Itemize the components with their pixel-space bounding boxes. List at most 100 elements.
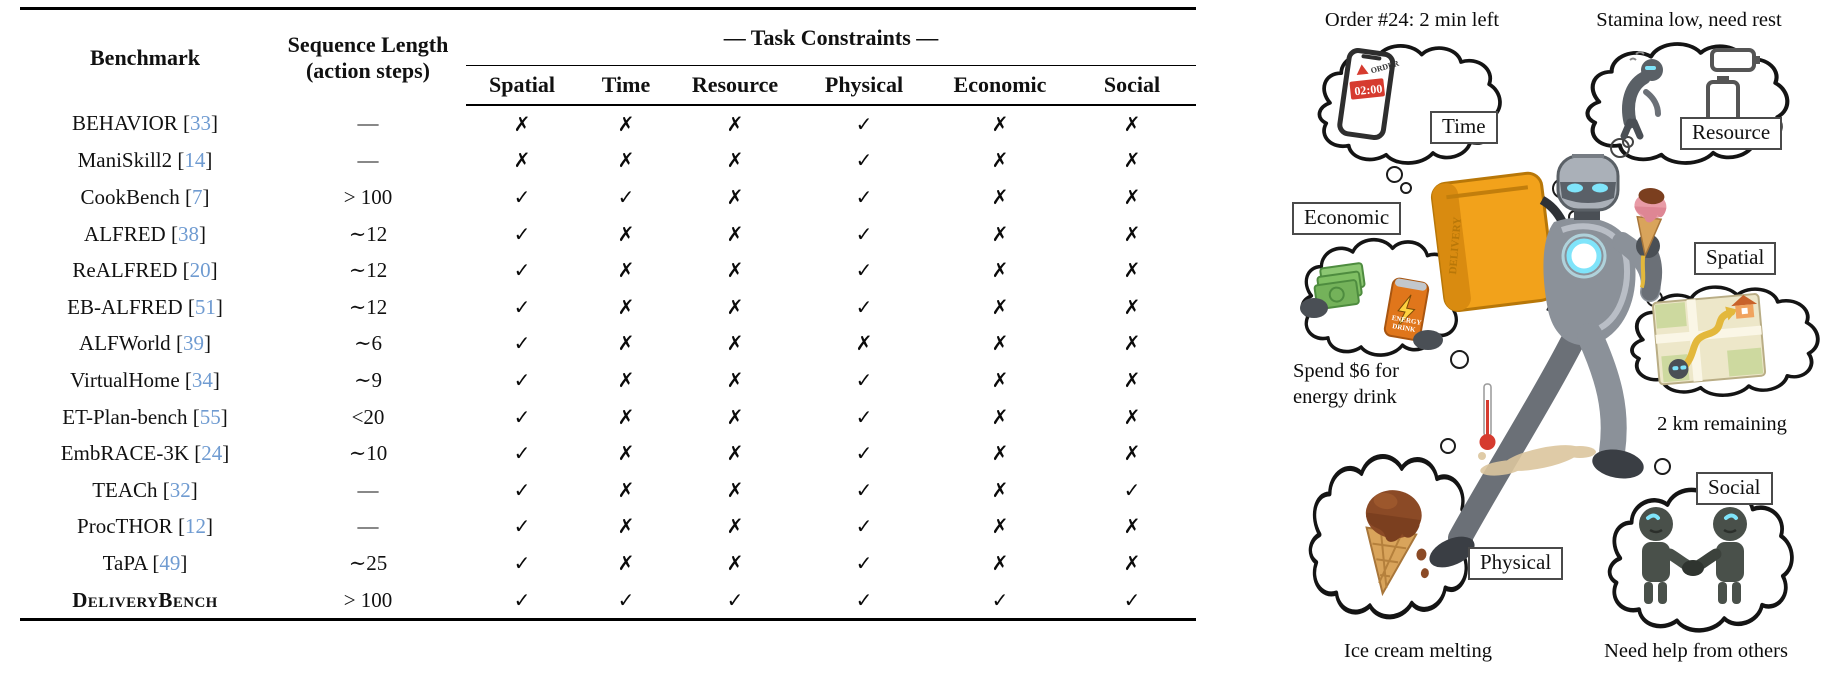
sequence-length-cell: — [357, 111, 379, 136]
constraint-cell: ✗ [578, 289, 674, 326]
citation-link[interactable]: 39 [182, 331, 204, 356]
constraint-cell: ✓ [1068, 582, 1196, 620]
constraint-cell: ✓ [796, 435, 932, 472]
cross-mark: ✗ [726, 331, 744, 356]
citation-bracket-open: [ [192, 404, 200, 429]
citation-link[interactable]: 34 [191, 367, 213, 392]
check-mark: ✓ [513, 367, 531, 392]
benchmark-name: TaPA [102, 550, 148, 575]
benchmark-comparison-table: Benchmark Sequence Length (action steps)… [20, 7, 1196, 622]
citation-link[interactable]: 14 [184, 148, 206, 173]
check-mark: ✓ [855, 258, 873, 283]
cross-mark: ✗ [991, 514, 1009, 539]
citation-bracket-open: [ [152, 550, 160, 575]
constraint-cell: ✓ [796, 216, 932, 253]
sequence-length-cell: ∼6 [353, 331, 383, 356]
check-mark: ✓ [855, 184, 873, 209]
constraint-cell: ✓ [932, 582, 1068, 620]
cross-mark: ✗ [1123, 184, 1141, 209]
benchmark-name: BEHAVIOR [71, 111, 178, 136]
check-mark: ✓ [1123, 477, 1141, 502]
benchmark-name: ManiSkill2 [77, 148, 173, 173]
constraint-cell: ✓ [796, 252, 932, 289]
constraint-cell: ✗ [932, 143, 1068, 180]
check-mark: ✓ [617, 587, 635, 612]
constraint-cell: ✗ [1068, 399, 1196, 436]
col-header-physical: Physical [796, 65, 932, 106]
citation-link[interactable]: 7 [191, 184, 203, 209]
benchmark-name: CookBench [80, 184, 180, 209]
cross-mark: ✗ [726, 404, 744, 429]
constraint-cell: ✗ [578, 105, 674, 143]
constraint-cell: ✗ [932, 326, 1068, 363]
cross-mark: ✗ [991, 111, 1009, 136]
benchmark-cell: ReALFRED [20] [20, 252, 270, 289]
citation-bracket-close: ] [202, 184, 210, 209]
bubble-trail [1450, 350, 1469, 369]
cross-mark: ✗ [726, 258, 744, 283]
cross-mark: ✗ [726, 184, 744, 209]
constraint-cell: ✓ [466, 179, 578, 216]
benchmark-cell: ALFWorld [39] [20, 326, 270, 363]
table-row: ManiSkill2 [14] — ✗ ✗ ✗ ✓ ✗ ✗ [20, 143, 1196, 180]
caption-need-help: Need help from others [1604, 640, 1788, 662]
bubble-trail [1386, 166, 1403, 183]
col-header-time: Time [578, 65, 674, 106]
check-mark: ✓ [513, 294, 531, 319]
constraint-cell: ✓ [578, 582, 674, 620]
citation-link[interactable]: 55 [199, 404, 221, 429]
melting-ice-cream-icon [1365, 490, 1429, 597]
constraint-cell: ✗ [1068, 326, 1196, 363]
constraint-cell: ✗ [1068, 545, 1196, 582]
citation-link[interactable]: 20 [189, 258, 211, 283]
constraint-label-time: Time [1430, 111, 1498, 144]
cross-mark: ✗ [991, 550, 1009, 575]
check-mark: ✓ [617, 184, 635, 209]
benchmark-cell: ManiSkill2 [14] [20, 143, 270, 180]
constraint-cell: ✗ [1068, 435, 1196, 472]
citation-link[interactable]: 38 [177, 221, 199, 246]
cross-mark: ✗ [617, 331, 635, 356]
benchmark-cell: BEHAVIOR [33] [20, 105, 270, 143]
constraint-cell: ✗ [932, 289, 1068, 326]
citation-link[interactable]: 24 [201, 441, 223, 466]
citation-bracket-open: [ [183, 111, 191, 136]
benchmark-name: ET-Plan-bench [62, 404, 188, 429]
constraint-cell: ✓ [466, 399, 578, 436]
benchmark-name: ALFWorld [79, 331, 171, 356]
table-row: CookBench [7] > 100 ✓ ✓ ✗ ✓ ✗ ✗ [20, 179, 1196, 216]
constraint-cell: ✗ [466, 105, 578, 143]
citation-link[interactable]: 32 [169, 477, 191, 502]
benchmark-name: TEACh [92, 477, 158, 502]
citation-bracket-open: [ [184, 184, 192, 209]
constraint-cell: ✗ [578, 545, 674, 582]
check-mark: ✓ [513, 587, 531, 612]
citation-link[interactable]: 51 [194, 294, 216, 319]
sequence-length-cell: ∼12 [348, 258, 388, 283]
benchmark-cell: ProcTHOR [12] [20, 509, 270, 546]
citation-bracket-close: ] [212, 367, 220, 392]
citation-bracket-close: ] [205, 514, 213, 539]
sequence-length-cell: — [357, 477, 379, 502]
cross-mark: ✗ [1123, 294, 1141, 319]
cross-mark: ✗ [726, 221, 744, 246]
constraint-cell: ✗ [674, 143, 796, 180]
sequence-length-cell: ∼25 [348, 550, 388, 575]
delivery-robot-illustration: DELIVERY [1429, 136, 1667, 568]
citation-bracket-close: ] [190, 477, 198, 502]
constraint-cell: ✗ [578, 362, 674, 399]
citation-link[interactable]: 49 [159, 550, 181, 575]
constraint-cell: ✓ [796, 143, 932, 180]
table-row: ET-Plan-bench [55] <20 ✓ ✗ ✗ ✓ ✗ ✗ [20, 399, 1196, 436]
cross-mark: ✗ [513, 148, 531, 173]
citation-link[interactable]: 12 [184, 514, 206, 539]
table-row: ALFWorld [39] ∼6 ✓ ✗ ✗ ✗ ✗ ✗ [20, 326, 1196, 363]
constraint-cell: ✓ [466, 326, 578, 363]
cross-mark: ✗ [617, 404, 635, 429]
citation-link[interactable]: 33 [190, 111, 212, 136]
cross-mark: ✗ [726, 148, 744, 173]
benchmark-name: ReALFRED [72, 258, 178, 283]
constraint-cell: ✗ [932, 252, 1068, 289]
benchmark-cell: TaPA [49] [20, 545, 270, 582]
